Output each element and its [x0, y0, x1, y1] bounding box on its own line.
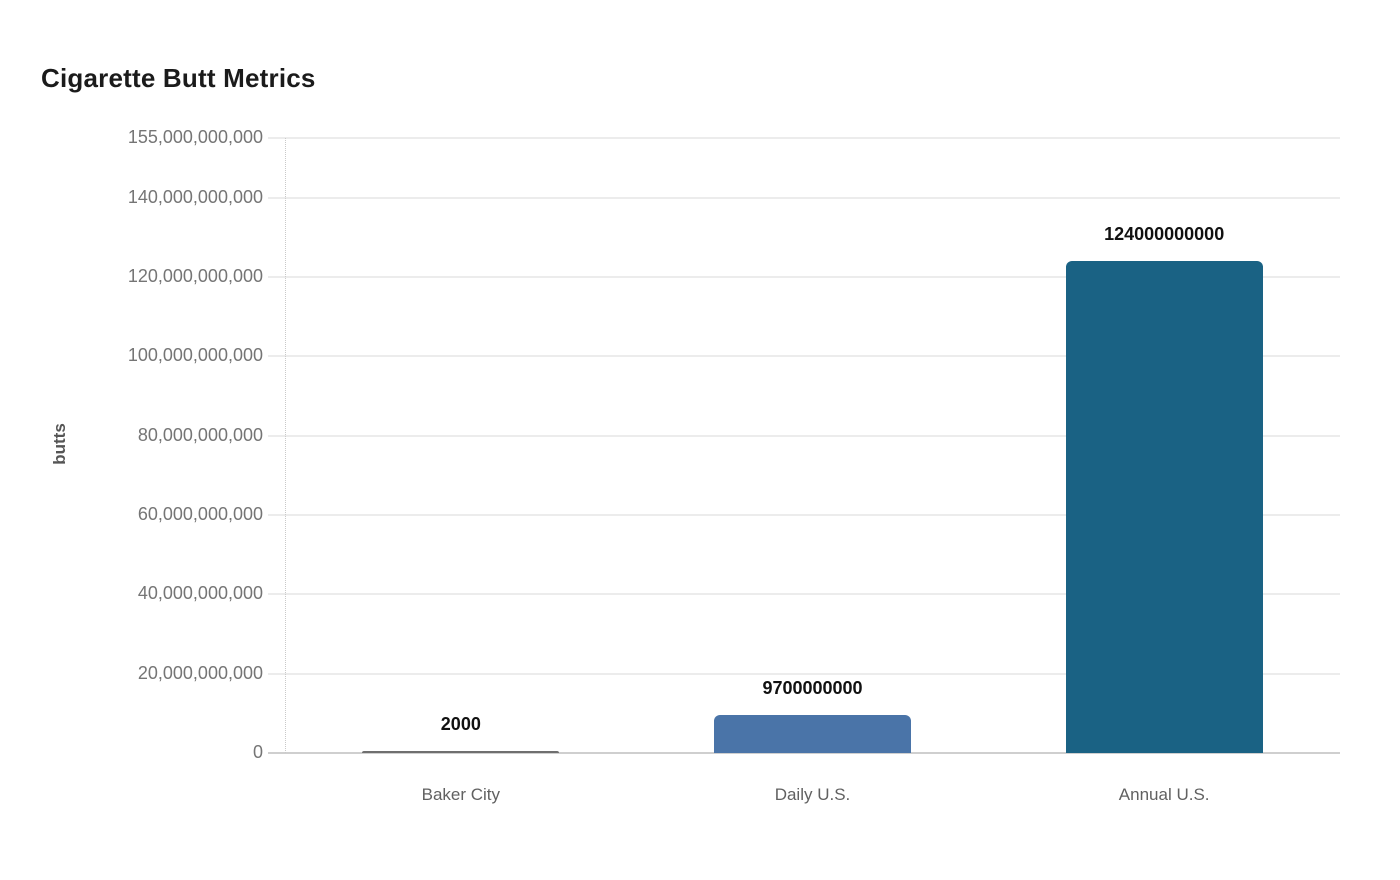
bar-value-label: 124000000000	[1104, 224, 1225, 245]
y-tick-label: 0	[252, 742, 263, 762]
x-tick-label: Annual U.S.	[1118, 785, 1210, 804]
y-tick-label: 120,000,000,000	[127, 266, 263, 287]
x-axis-baseline	[268, 752, 1340, 754]
gridline	[268, 355, 1340, 358]
gridline	[268, 196, 1340, 199]
bar	[1065, 261, 1263, 753]
gridline	[268, 672, 1340, 675]
chart-title: Cigarette Butt Metrics	[41, 63, 316, 93]
y-tick-label: 155,000,000,000	[127, 127, 263, 148]
bar	[362, 750, 560, 753]
y-tick-label: 40,000,000,000	[137, 583, 263, 604]
gridline	[268, 593, 1340, 596]
gridline	[268, 514, 1340, 517]
y-axis-line	[285, 138, 286, 753]
gridline	[268, 434, 1340, 437]
x-tick-label: Baker City	[421, 785, 501, 804]
gridline	[268, 137, 1340, 140]
y-tick-label: 140,000,000,000	[127, 186, 263, 207]
bar-value-label: 2000	[440, 713, 481, 734]
gridline	[268, 276, 1340, 279]
y-tick-label: 100,000,000,000	[127, 345, 263, 366]
bar-value-label: 9700000000	[762, 677, 863, 698]
y-tick-label: 60,000,000,000	[137, 504, 263, 525]
bar	[714, 714, 911, 753]
y-tick-label: 80,000,000,000	[137, 424, 263, 445]
x-tick-label: Daily U.S.	[774, 785, 851, 804]
y-tick-label: 20,000,000,000	[137, 662, 263, 683]
